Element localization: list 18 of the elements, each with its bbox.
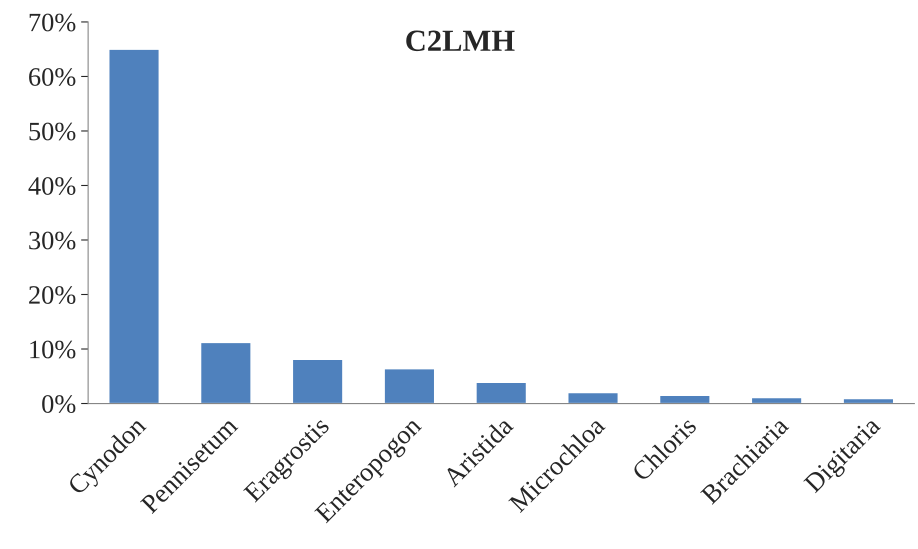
y-tick-label: 30% [29, 232, 76, 250]
bar [383, 368, 436, 404]
bar [658, 394, 711, 404]
bar [200, 342, 252, 404]
y-tick-label: 60% [29, 68, 76, 86]
y-tick-label: 10% [30, 340, 76, 359]
y-tick-label: 20% [29, 286, 76, 304]
y-tick-label: 50% [29, 122, 76, 140]
chart-title: C2LMH [406, 30, 515, 52]
bar [108, 48, 160, 404]
bar [567, 392, 619, 404]
bar [292, 358, 344, 404]
bar [475, 382, 528, 404]
bar [750, 396, 803, 404]
y-tick-label: 0% [42, 395, 76, 414]
y-tick-label: 70% [30, 14, 76, 32]
bar [842, 398, 894, 404]
y-tick-label: 40% [28, 177, 76, 195]
